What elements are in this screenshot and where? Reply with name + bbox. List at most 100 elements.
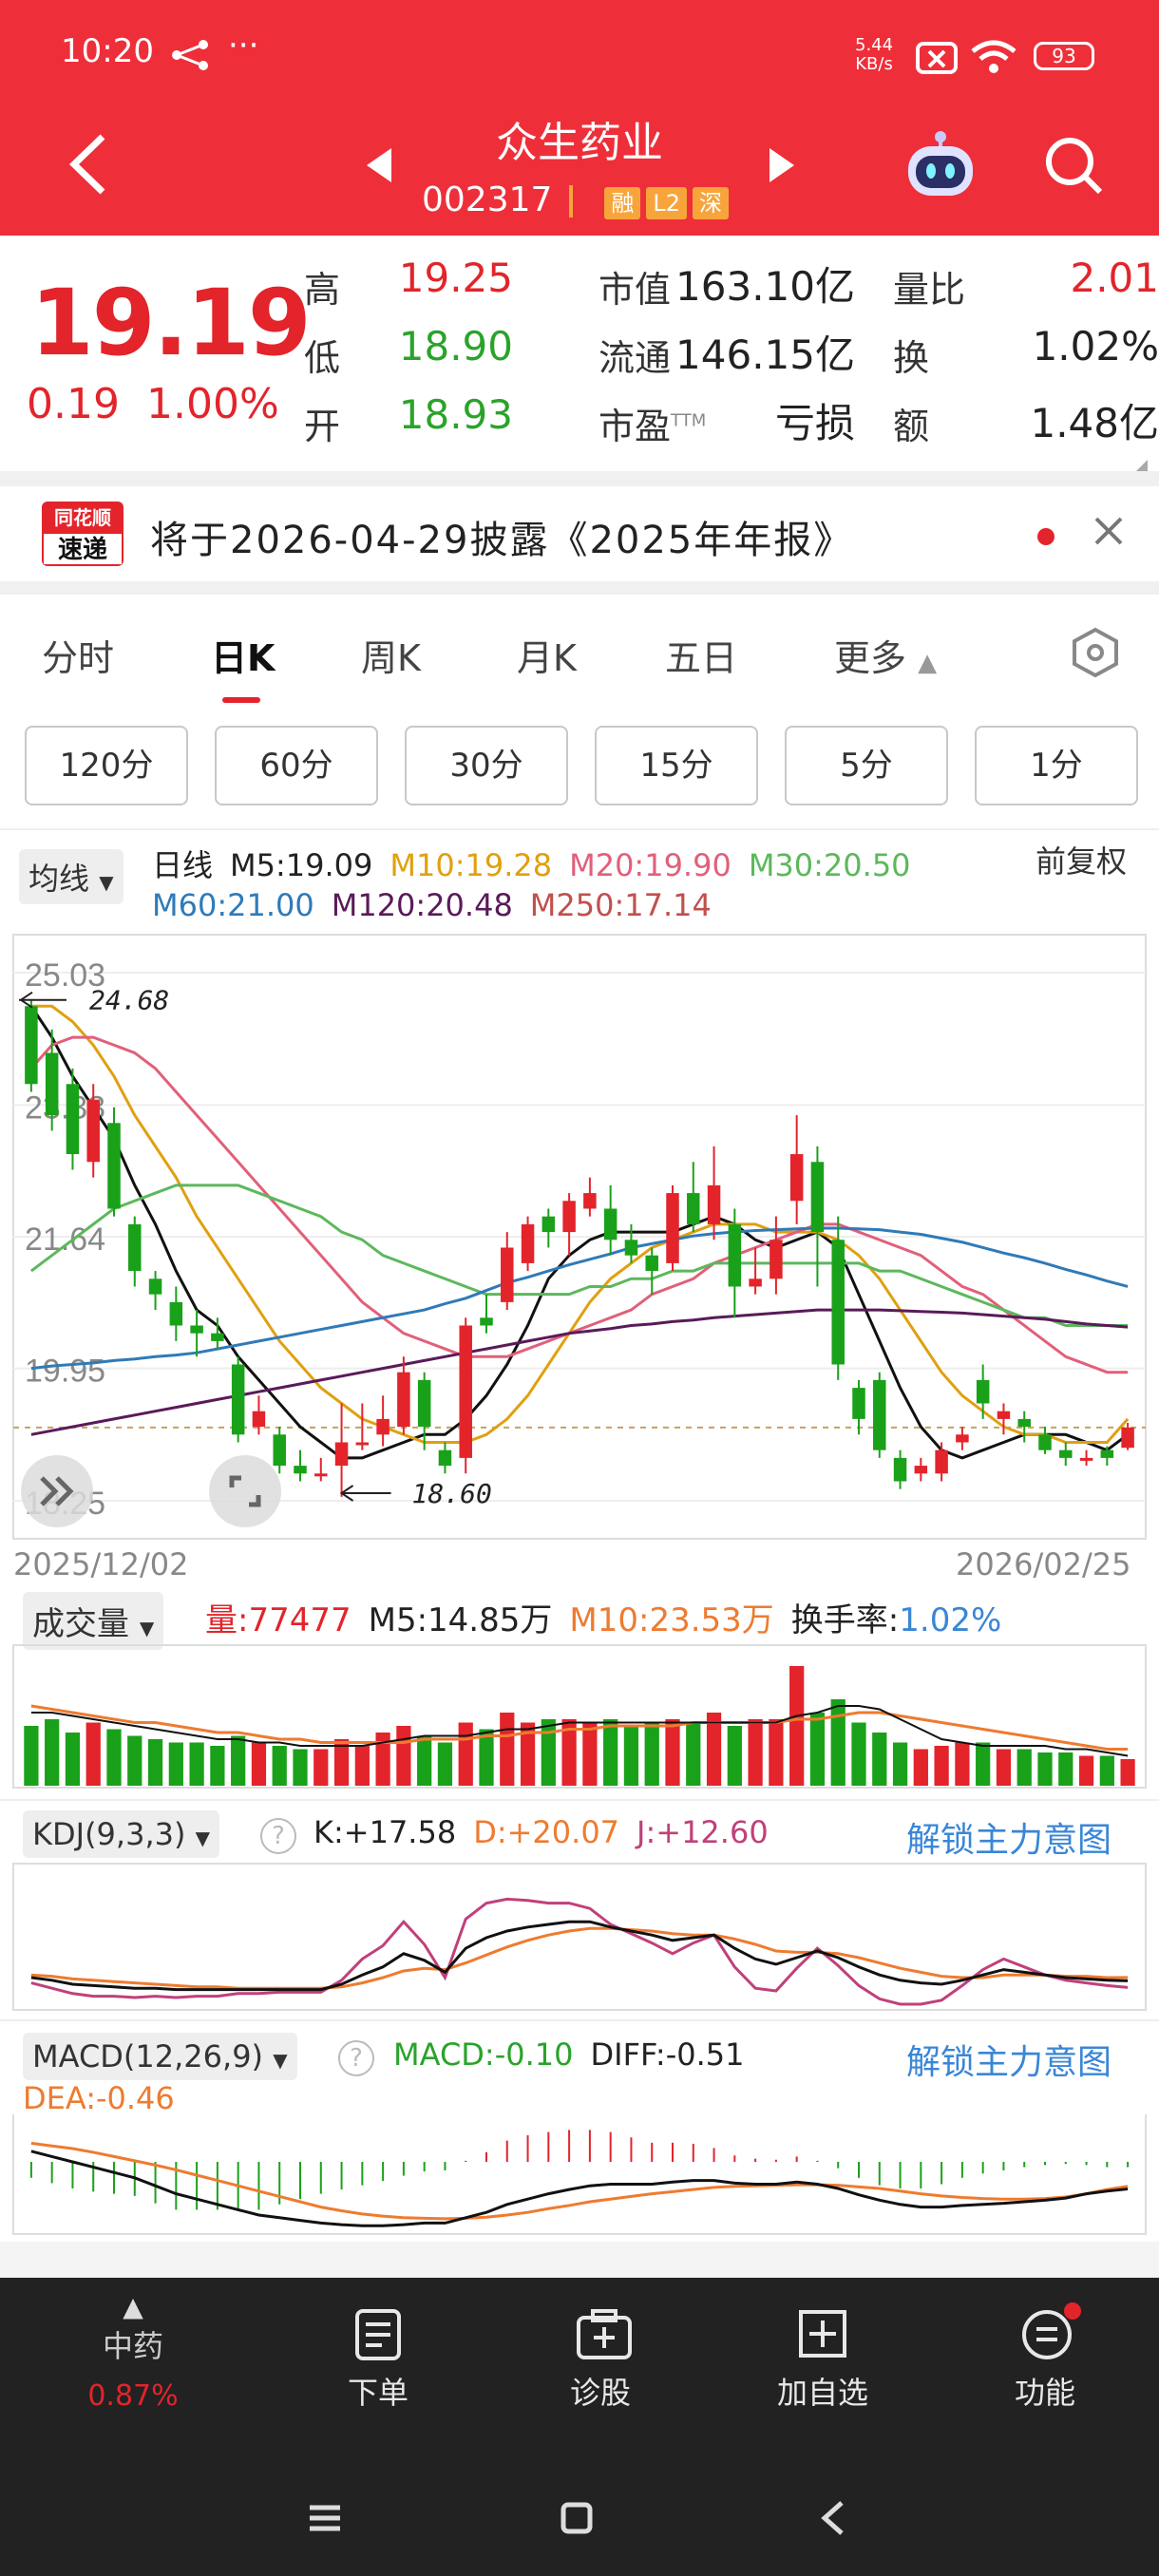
tab-weekly-k[interactable]: 周K bbox=[361, 637, 421, 679]
tab-monthly-k[interactable]: 月K bbox=[517, 637, 577, 679]
diagnose-button[interactable]: 诊股 bbox=[524, 2308, 676, 2413]
help-icon[interactable]: ? bbox=[260, 1818, 296, 1854]
system-back-icon[interactable] bbox=[819, 2500, 846, 2540]
adjust-mode-button[interactable]: 前复权 bbox=[1036, 843, 1128, 880]
bottom-toolbar: ▲ 中药 0.87% 下单 诊股 加自选 功能 bbox=[0, 2278, 1159, 2576]
order-button[interactable]: 下单 bbox=[302, 2308, 454, 2413]
candle-body bbox=[314, 1473, 328, 1477]
minute-button-2[interactable]: 30分 bbox=[405, 726, 568, 805]
candle-body bbox=[749, 1279, 762, 1287]
volume-bar bbox=[913, 1749, 928, 1786]
function-menu-button[interactable]: 功能 bbox=[969, 2302, 1121, 2413]
search-icon[interactable] bbox=[1043, 135, 1106, 201]
add-watchlist-icon bbox=[798, 2308, 847, 2361]
candle-body bbox=[1100, 1449, 1114, 1458]
unlock-main-force-link[interactable]: 解锁主力意图 bbox=[906, 2043, 1112, 2082]
minute-button-4[interactable]: 5分 bbox=[785, 726, 948, 805]
ma-indicator-select[interactable]: 均线 ▼ bbox=[19, 849, 124, 904]
add-watchlist-button[interactable]: 加自选 bbox=[747, 2308, 899, 2413]
kdj-chart[interactable] bbox=[0, 1862, 1159, 2014]
y-tick-label: 19.95 bbox=[25, 1354, 105, 1390]
candle-body bbox=[459, 1325, 472, 1458]
minute-button-1[interactable]: 60分 bbox=[215, 726, 378, 805]
vol-m5-line bbox=[30, 1705, 1129, 1757]
volume-bar bbox=[314, 1749, 329, 1786]
settings-hexagon-icon[interactable] bbox=[1070, 627, 1121, 682]
candle-body bbox=[935, 1449, 948, 1474]
close-icon[interactable] bbox=[1092, 515, 1127, 553]
candle-body bbox=[148, 1279, 162, 1295]
notice-bar[interactable]: 同花顺 速递 将于2026-04-29披露《2025年年报》 bbox=[0, 486, 1159, 581]
volume-bar bbox=[1120, 1759, 1135, 1786]
macd-legend-item: DIFF:-0.51 bbox=[590, 2036, 745, 2073]
kdj_k-line bbox=[30, 1920, 1129, 1992]
volume-bar bbox=[769, 1719, 784, 1786]
net-speed: 5.44 KB/s bbox=[855, 35, 894, 74]
candle-body bbox=[211, 1333, 224, 1341]
unread-dot bbox=[1037, 528, 1054, 545]
divider bbox=[0, 581, 1159, 595]
kdj_j-line bbox=[30, 1897, 1129, 2006]
kdj-indicator-select[interactable]: KDJ(9,3,3) ▼ bbox=[23, 1810, 220, 1858]
volume-bar bbox=[354, 1746, 370, 1786]
volume-chart[interactable] bbox=[0, 1643, 1159, 1791]
stock-code-row: 002317 融 L2 深 bbox=[422, 180, 729, 219]
candle-body bbox=[707, 1184, 721, 1224]
ma-legend-item: M30:20.50 bbox=[748, 847, 911, 883]
ma-line-M120 bbox=[30, 1308, 1129, 1436]
recent-apps-icon[interactable] bbox=[308, 2504, 342, 2536]
volume-bar bbox=[210, 1746, 225, 1786]
more-status-icon: ··· bbox=[228, 27, 259, 65]
volume-bar bbox=[603, 1719, 618, 1786]
stat-value: 亏损 bbox=[774, 400, 855, 446]
stat-label: 市值 bbox=[598, 269, 672, 311]
unlock-main-force-link[interactable]: 解锁主力意图 bbox=[906, 1821, 1112, 1860]
stat-label: 开 bbox=[304, 406, 341, 447]
next-stock-icon[interactable] bbox=[768, 146, 796, 188]
prev-stock-icon[interactable] bbox=[365, 146, 393, 188]
minute-button-3[interactable]: 15分 bbox=[595, 726, 758, 805]
minute-period-buttons: 120分 60分 30分 15分 5分 1分 bbox=[25, 726, 1146, 811]
home-icon[interactable] bbox=[560, 2502, 593, 2538]
volume-bar bbox=[147, 1739, 163, 1786]
chart-frame bbox=[12, 1644, 1147, 1789]
candle-body bbox=[86, 1099, 100, 1163]
minute-button-5[interactable]: 1分 bbox=[975, 726, 1138, 805]
volume-bar bbox=[168, 1742, 183, 1786]
macd-indicator-select[interactable]: MACD(12,26,9) ▼ bbox=[23, 2033, 297, 2080]
candle-body bbox=[583, 1193, 597, 1209]
macd-chart[interactable] bbox=[0, 2114, 1159, 2238]
stat-value: 18.90 bbox=[398, 323, 513, 369]
volume-bar bbox=[1099, 1755, 1114, 1786]
candle-body bbox=[956, 1434, 969, 1443]
order-icon bbox=[353, 2308, 403, 2361]
minute-button-0[interactable]: 120分 bbox=[25, 726, 188, 805]
tab-intraday[interactable]: 分时 bbox=[42, 637, 115, 679]
status-time: 10:20 bbox=[61, 32, 154, 70]
tab-five-day[interactable]: 五日 bbox=[665, 637, 738, 679]
volume-bar bbox=[24, 1726, 39, 1786]
caret-up-icon: ▲ bbox=[123, 2291, 143, 2322]
stock-name: 众生药业 bbox=[496, 119, 663, 167]
volume-indicator-select[interactable]: 成交量 ▼ bbox=[23, 1592, 164, 1650]
ma-legend-item: M250:17.14 bbox=[529, 887, 712, 923]
collapse-sidebar-button[interactable] bbox=[21, 1455, 93, 1527]
sector-quick-view[interactable]: ▲ 中药 0.87% bbox=[57, 2291, 209, 2413]
stat-label: 量比 bbox=[893, 269, 966, 311]
help-icon[interactable]: ? bbox=[338, 2040, 374, 2076]
candle-body bbox=[893, 1457, 907, 1482]
volume-bar bbox=[623, 1726, 639, 1786]
volume-bar bbox=[375, 1733, 390, 1786]
back-icon[interactable] bbox=[66, 131, 110, 201]
chart-frame bbox=[12, 1863, 1147, 2011]
tab-more[interactable]: 更多 ▲ bbox=[834, 637, 938, 679]
volume-bar bbox=[251, 1742, 267, 1786]
kdj-legend-item: J:+12.60 bbox=[636, 1814, 769, 1850]
tab-daily-k[interactable]: 日K bbox=[211, 637, 276, 679]
volume-bar bbox=[561, 1719, 577, 1786]
robot-assistant-icon[interactable] bbox=[902, 127, 978, 207]
fullscreen-button[interactable] bbox=[209, 1455, 281, 1527]
candle-body bbox=[728, 1223, 742, 1287]
kdj-legend-item: D:+20.07 bbox=[473, 1814, 620, 1850]
